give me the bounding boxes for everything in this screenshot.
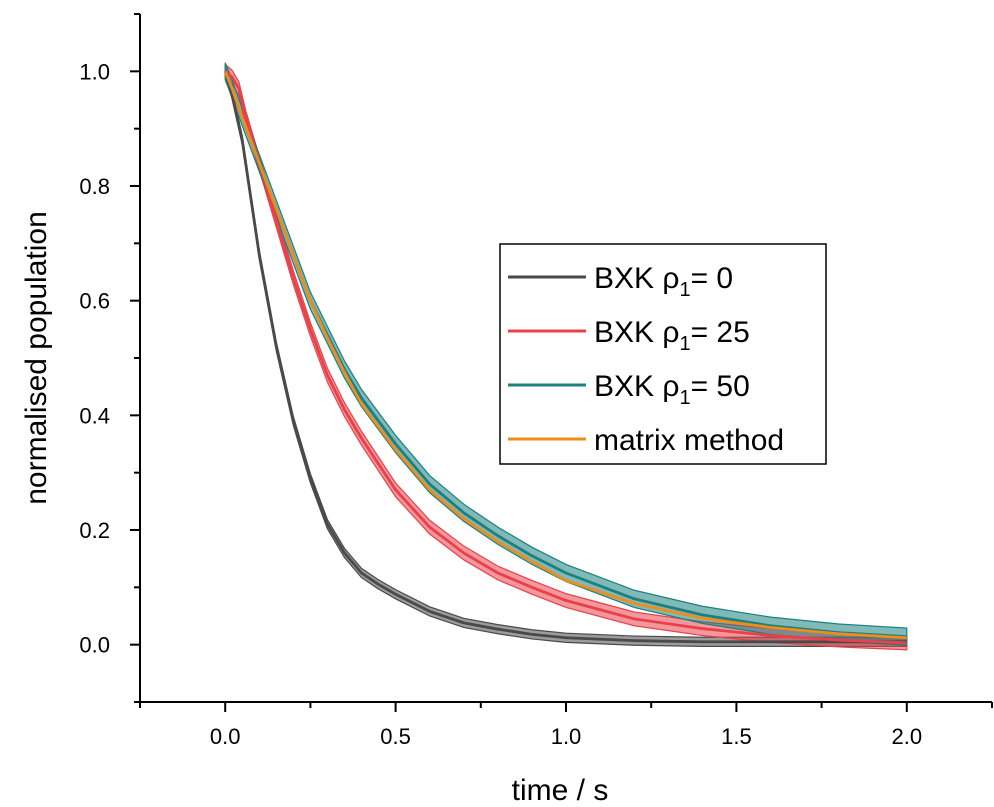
confidence-bands — [224, 62, 908, 651]
legend-box — [499, 243, 827, 465]
y-tick-label: 1.0 — [79, 59, 110, 84]
series-line-3 — [223, 70, 907, 640]
x-tick-label: 1.5 — [721, 724, 752, 749]
tick-marks — [130, 13, 993, 712]
x-axis-title: time / s — [512, 774, 609, 807]
legend-entry-1: BXK ρ1= 25 — [594, 316, 750, 355]
series-band-2 — [224, 62, 908, 646]
x-tick-label: 1.0 — [551, 724, 582, 749]
y-tick-label: 0.4 — [79, 403, 110, 428]
legend-entry-0: BXK ρ1= 0 — [594, 262, 733, 301]
x-tick-label: 0.5 — [380, 724, 411, 749]
series-lines — [223, 70, 907, 645]
legend: BXK ρ1= 0 BXK ρ1= 25 BXK ρ1= 50 matrix meth… — [499, 243, 827, 465]
y-tick-label: 0.6 — [79, 289, 110, 314]
y-axis-title: normalised population — [20, 211, 53, 505]
y-tick-label: 0.8 — [79, 174, 110, 199]
x-tick-label: 2.0 — [892, 724, 923, 749]
y-tick-label: 0.0 — [79, 633, 110, 658]
series-band-1 — [224, 63, 908, 651]
series-line-0 — [223, 70, 907, 644]
y-tick-label: 0.2 — [79, 518, 110, 543]
legend-entry-2: BXK ρ1= 50 — [594, 370, 750, 409]
series-line-1 — [224, 70, 907, 645]
tick-labels: 0.0 0.5 1.0 1.5 2.0 0.0 0.2 0.4 0.6 0.8 1.0 — [79, 59, 922, 749]
legend-entry-3: matrix method — [594, 424, 784, 457]
x-tick-label: 0.0 — [210, 724, 241, 749]
